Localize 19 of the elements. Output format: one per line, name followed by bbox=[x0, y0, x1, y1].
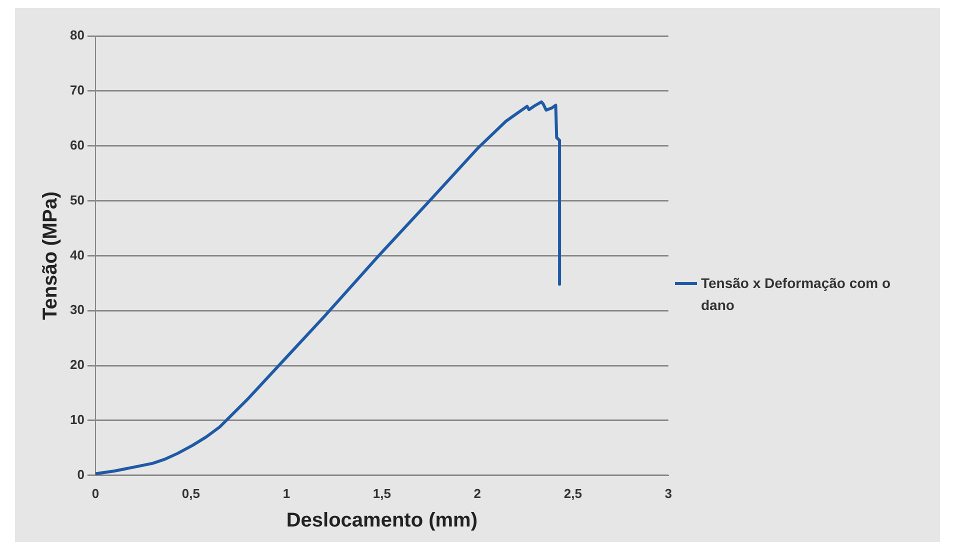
y-tick-label: 80 bbox=[70, 28, 84, 43]
legend-label: Tensão x Deformação com o dano bbox=[701, 274, 892, 315]
x-axis-title: Deslocamento (mm) bbox=[286, 510, 478, 532]
x-tick-label: 1 bbox=[282, 486, 290, 501]
y-tick-label: 40 bbox=[70, 247, 84, 262]
y-tick-label: 30 bbox=[70, 302, 84, 318]
y-tick-label: 50 bbox=[70, 192, 84, 208]
y-tick-label: 10 bbox=[70, 412, 84, 428]
y-tick-label: 0 bbox=[77, 466, 84, 482]
x-tick-label: 2,5 bbox=[564, 486, 582, 501]
x-tick-label: 3 bbox=[664, 486, 672, 501]
x-tick-label: 1,5 bbox=[372, 486, 391, 501]
y-tick-label: 60 bbox=[70, 137, 84, 152]
x-tick-label: 0 bbox=[92, 486, 100, 501]
y-axis-title: Tensão (MPa) bbox=[40, 191, 62, 320]
y-tick-label: 70 bbox=[70, 82, 84, 98]
x-tick-label: 2 bbox=[474, 486, 482, 501]
x-tick-label: 0,5 bbox=[182, 486, 200, 501]
y-tick-label: 20 bbox=[70, 357, 84, 372]
